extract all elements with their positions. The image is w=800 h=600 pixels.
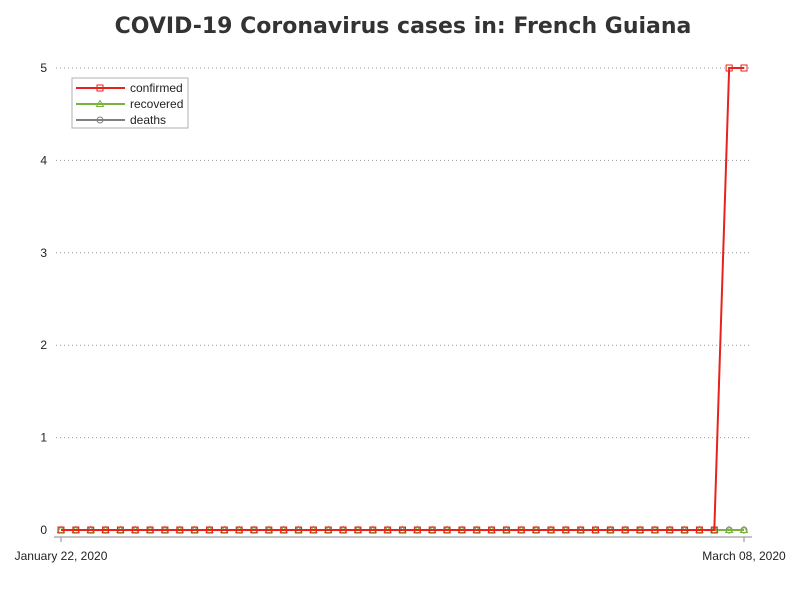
recovered-point [739,525,749,533]
confirmed-point [606,526,614,534]
confirmed-point [57,526,65,534]
confirmed-point [547,526,555,534]
confirmed-point [131,526,139,534]
y-tick-label: 3 [40,246,47,260]
legend-label-deaths: deaths [130,113,166,127]
confirmed-point [532,526,540,534]
confirmed-point [191,526,199,534]
confirmed-point [146,526,154,534]
confirmed-point [220,526,228,534]
confirmed-line [61,67,744,531]
confirmed-point [235,526,243,534]
confirmed-point [87,526,95,534]
confirmed-point [324,526,332,534]
y-tick-label: 1 [40,431,47,445]
confirmed-point [517,526,525,534]
y-tick-label: 5 [40,61,47,75]
confirmed-point [309,526,317,534]
confirmed-point [384,526,392,534]
confirmed-point [577,526,585,534]
confirmed-point [695,526,703,534]
confirmed-point [339,526,347,534]
confirmed-point [369,526,377,534]
axes: 0 1 2 3 4 5 January 22, 2020 March 08, 2020 [15,61,786,563]
legend: confirmed recovered deaths [71,77,189,129]
confirmed-point [72,526,80,534]
x-tick-label: March 08, 2020 [702,549,786,563]
confirmed-point [740,64,748,72]
confirmed-point [161,526,169,534]
confirmed-point [592,526,600,534]
confirmed-point [280,526,288,534]
grid [56,67,752,439]
confirmed-point [102,526,110,534]
series-layer [56,64,749,534]
confirmed-point [502,526,510,534]
confirmed-point [413,526,421,534]
confirmed-point [250,526,258,534]
confirmed-point [488,526,496,534]
x-tick-label: January 22, 2020 [15,549,108,563]
confirmed-point [265,526,273,534]
legend-marker-deaths [96,116,104,124]
confirmed-point [666,526,674,534]
confirmed-point [562,526,570,534]
confirmed-point [176,526,184,534]
confirmed-point [710,526,718,534]
confirmed-point [725,64,733,72]
y-tick-label: 0 [40,523,47,537]
legend-marker-recovered [95,99,105,107]
confirmed-point [205,526,213,534]
confirmed-point [651,526,659,534]
confirmed-point [428,526,436,534]
confirmed-point [295,526,303,534]
y-tick-label: 2 [40,338,47,352]
confirmed-point [621,526,629,534]
confirmed-point [681,526,689,534]
confirmed-point [458,526,466,534]
y-tick-label: 4 [40,153,47,167]
confirmed-point [636,526,644,534]
legend-label-recovered: recovered [130,97,183,111]
recovered-point [724,525,734,533]
chart-title: COVID-19 Coronavirus cases in: French Gu… [115,14,692,39]
confirmed-point [443,526,451,534]
confirmed-point [116,526,124,534]
legend-label-confirmed: confirmed [130,81,183,95]
confirmed-point [399,526,406,534]
confirmed-point [354,526,362,534]
legend-marker-confirmed [96,84,104,92]
confirmed-point [473,526,481,534]
